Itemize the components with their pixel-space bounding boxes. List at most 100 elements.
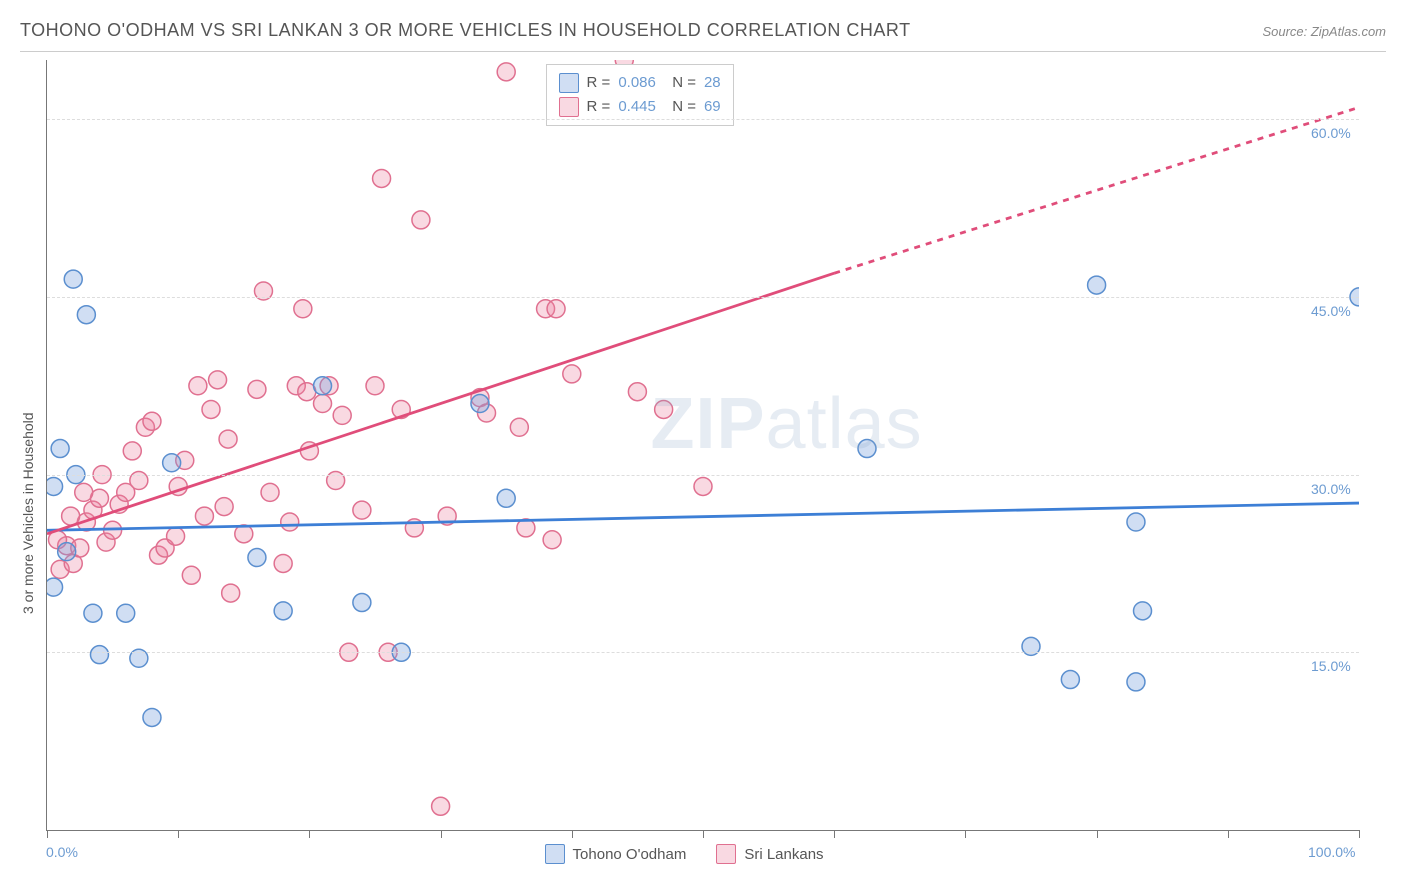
data-point [543,531,561,549]
chart-svg [47,60,1359,830]
data-point [412,211,430,229]
data-point [202,400,220,418]
y-tick-label: 60.0% [1311,125,1351,141]
data-point [314,395,332,413]
r-value-1: 0.086 [618,71,656,95]
data-point [47,477,63,495]
data-point [189,377,207,395]
data-point [209,371,227,389]
trend-line [47,273,834,534]
x-axis-max-label: 100.0% [1308,844,1355,860]
data-point [373,169,391,187]
x-axis-min-label: 0.0% [46,844,78,860]
x-tick [834,830,835,838]
y-axis-label: 3 or more Vehicles in Household [20,413,36,615]
swatch-series2-icon [716,844,736,864]
y-tick-label: 15.0% [1311,658,1351,674]
data-point [195,507,213,525]
data-point [215,498,233,516]
stats-row-2: R = 0.445 N = 69 [559,95,721,119]
gridline [47,652,1359,653]
x-tick [965,830,966,838]
stats-legend-box: R = 0.086 N = 28 R = 0.445 N = 69 [546,64,734,126]
x-tick [309,830,310,838]
data-point [248,380,266,398]
legend-label-1: Tohono O'odham [573,846,687,863]
data-point [1134,602,1152,620]
data-point [47,578,63,596]
swatch-series1-icon [559,73,579,93]
gridline [47,475,1359,476]
source-label: Source: ZipAtlas.com [1262,24,1386,39]
data-point [497,63,515,81]
x-tick [178,830,179,838]
legend-label-2: Sri Lankans [744,846,823,863]
data-point [1061,671,1079,689]
data-point [274,554,292,572]
gridline [47,297,1359,298]
stats-row-1: R = 0.086 N = 28 [559,71,721,95]
n-value-1: 28 [704,71,721,95]
data-point [77,306,95,324]
data-point [510,418,528,436]
x-tick [1097,830,1098,838]
data-point [84,604,102,622]
data-point [694,477,712,495]
data-point [366,377,384,395]
data-point [547,300,565,318]
data-point [333,406,351,424]
trend-line [47,503,1359,530]
data-point [248,549,266,567]
data-point [261,483,279,501]
data-point [90,646,108,664]
bottom-legend: Tohono O'odham Sri Lankans [545,844,824,864]
data-point [353,594,371,612]
data-point [281,513,299,531]
data-point [51,440,69,458]
data-point [1127,673,1145,691]
data-point [163,454,181,472]
n-value-2: 69 [704,95,721,119]
data-point [628,383,646,401]
data-point [75,483,93,501]
data-point [143,412,161,430]
x-tick [1228,830,1229,838]
data-point [314,377,332,395]
x-tick [47,830,48,838]
data-point [62,507,80,525]
gridline [47,119,1359,120]
data-point [497,489,515,507]
data-point [167,527,185,545]
swatch-series1-icon [545,844,565,864]
trend-line [834,107,1359,273]
plot-area: ZIPatlas R = 0.086 N = 28 R = 0.445 N = … [46,60,1359,831]
data-point [1127,513,1145,531]
swatch-series2-icon [559,97,579,117]
data-point [353,501,371,519]
data-point [274,602,292,620]
data-point [432,797,450,815]
data-point [58,543,76,561]
data-point [858,440,876,458]
r-value-2: 0.445 [618,95,656,119]
data-point [1088,276,1106,294]
data-point [123,442,141,460]
data-point [182,566,200,584]
legend-item-1: Tohono O'odham [545,844,687,864]
y-tick-label: 45.0% [1311,303,1351,319]
x-tick [1359,830,1360,838]
data-point [294,300,312,318]
data-point [563,365,581,383]
data-point [471,395,489,413]
x-tick [572,830,573,838]
data-point [143,708,161,726]
data-point [64,270,82,288]
legend-item-2: Sri Lankans [716,844,823,864]
data-point [219,430,237,448]
y-tick-label: 30.0% [1311,481,1351,497]
chart-title: TOHONO O'ODHAM VS SRI LANKAN 3 OR MORE V… [20,20,911,41]
title-bar: TOHONO O'ODHAM VS SRI LANKAN 3 OR MORE V… [20,20,1386,52]
data-point [655,400,673,418]
data-point [222,584,240,602]
x-tick [441,830,442,838]
